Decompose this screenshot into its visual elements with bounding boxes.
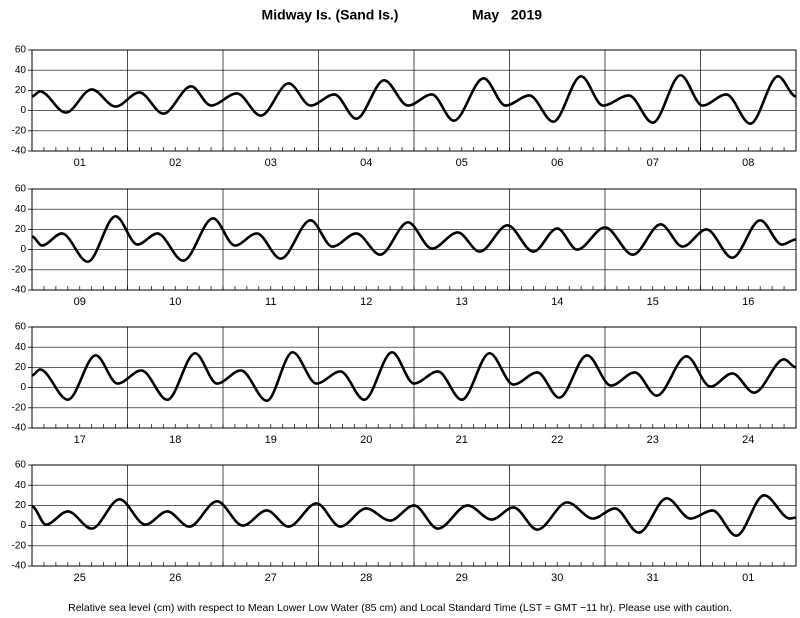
y-tick-label: -20 bbox=[12, 264, 27, 275]
day-label: 29 bbox=[456, 572, 468, 584]
day-label: 12 bbox=[360, 296, 372, 308]
y-tick-label: 0 bbox=[20, 520, 26, 531]
day-label: 05 bbox=[456, 157, 468, 169]
day-label: 28 bbox=[360, 572, 372, 584]
tide-curve bbox=[31, 214, 797, 264]
y-tick-label: 60 bbox=[15, 322, 27, 333]
day-label: 22 bbox=[551, 434, 563, 446]
y-tick-label: 0 bbox=[20, 382, 26, 393]
y-tick-label: 0 bbox=[20, 244, 26, 255]
y-tick-label: 0 bbox=[20, 105, 26, 116]
day-label: 25 bbox=[74, 572, 86, 584]
tide-curve bbox=[31, 494, 797, 537]
y-tick-label: -20 bbox=[12, 125, 27, 136]
day-label: 11 bbox=[265, 296, 276, 308]
y-tick-label: -40 bbox=[12, 423, 27, 434]
day-label: 15 bbox=[647, 296, 659, 308]
day-label: 20 bbox=[360, 434, 372, 446]
y-tick-label: -40 bbox=[12, 561, 27, 572]
y-tick-label: 20 bbox=[15, 224, 27, 235]
y-tick-label: -40 bbox=[12, 285, 27, 296]
y-tick-label: -20 bbox=[12, 402, 27, 413]
day-label: 24 bbox=[742, 434, 754, 446]
day-label: 18 bbox=[169, 434, 181, 446]
tide-curve bbox=[31, 350, 797, 403]
day-label: 08 bbox=[742, 157, 754, 169]
day-label: 09 bbox=[74, 296, 86, 308]
day-label: 14 bbox=[551, 296, 563, 308]
day-label: 26 bbox=[169, 572, 181, 584]
day-label: 07 bbox=[647, 157, 659, 169]
y-tick-label: 60 bbox=[15, 184, 27, 195]
day-label: 01 bbox=[74, 157, 86, 169]
y-tick-label: 40 bbox=[15, 480, 27, 491]
panel-frame bbox=[31, 464, 797, 567]
y-tick-label: 40 bbox=[15, 204, 27, 215]
y-tick-label: 20 bbox=[15, 85, 27, 96]
day-label: 21 bbox=[456, 434, 468, 446]
day-label: 10 bbox=[169, 296, 181, 308]
panel-frame bbox=[31, 49, 797, 152]
day-label: 27 bbox=[265, 572, 277, 584]
day-label: 02 bbox=[169, 157, 181, 169]
y-tick-label: 40 bbox=[15, 342, 27, 353]
y-tick-label: 40 bbox=[15, 65, 27, 76]
day-label: 13 bbox=[456, 296, 468, 308]
chart-date: May 2019 bbox=[472, 7, 542, 23]
y-tick-label: 60 bbox=[15, 45, 27, 56]
tide-curve bbox=[31, 73, 797, 126]
y-tick-label: 20 bbox=[15, 500, 27, 511]
chart-title: Midway Is. (Sand Is.) bbox=[262, 7, 399, 23]
day-label: 01 bbox=[742, 572, 754, 584]
y-tick-label: 60 bbox=[15, 460, 27, 471]
day-label: 17 bbox=[74, 434, 86, 446]
day-label: 19 bbox=[265, 434, 277, 446]
day-label: 23 bbox=[647, 434, 659, 446]
panel-frame bbox=[31, 326, 797, 429]
day-label: 03 bbox=[265, 157, 277, 169]
y-tick-label: -40 bbox=[12, 146, 27, 157]
day-label: 06 bbox=[551, 157, 563, 169]
day-label: 16 bbox=[742, 296, 754, 308]
y-tick-label: 20 bbox=[15, 362, 27, 373]
day-label: 30 bbox=[551, 572, 563, 584]
y-tick-label: -20 bbox=[12, 540, 27, 551]
footnote: Relative sea level (cm) with respect to … bbox=[68, 602, 732, 614]
day-label: 04 bbox=[360, 157, 372, 169]
day-label: 31 bbox=[647, 572, 659, 584]
